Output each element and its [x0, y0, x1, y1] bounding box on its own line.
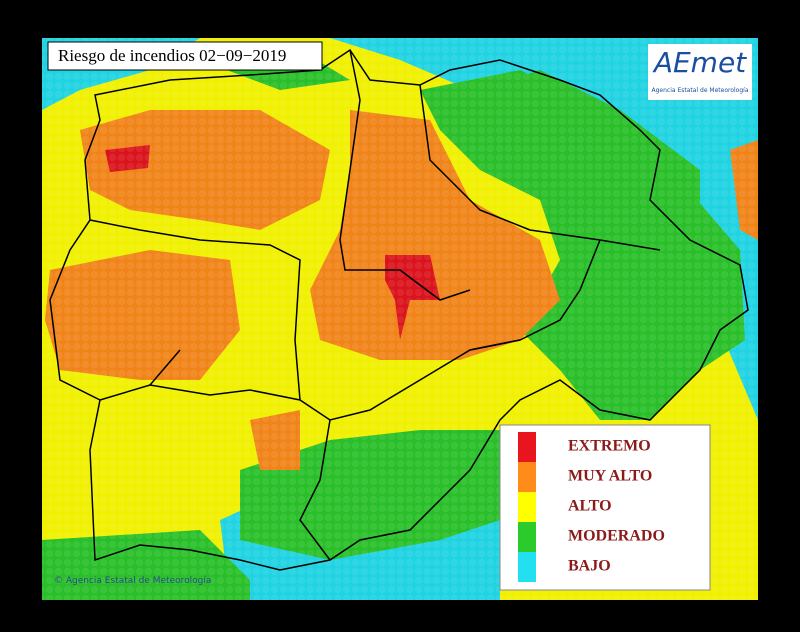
logo-text: AEmet — [652, 46, 747, 79]
province-borders — [49, 48, 749, 571]
logo-box — [648, 44, 752, 100]
legend-swatch — [518, 492, 536, 522]
title-box — [47, 41, 323, 71]
logo-subtitle: Agencia Estatal de Meteorología — [652, 87, 749, 94]
legend: EXTREMO MUY ALTO ALTO MODERADO BAJO — [499, 424, 711, 591]
legend-label: ALTO — [568, 498, 612, 515]
copyright: © Agencia Estatal de Meteorología — [54, 576, 211, 586]
legend-label: MODERADO — [568, 528, 665, 545]
legend-swatch — [518, 432, 536, 462]
legend-label: MUY ALTO — [568, 468, 652, 485]
map-title: Riesgo de incendios 02−09−2019 — [58, 46, 286, 65]
risk-map — [42, 38, 758, 600]
legend-swatch — [518, 522, 536, 552]
legend-swatch — [518, 552, 536, 582]
legend-swatch — [518, 462, 536, 492]
legend-label: EXTREMO — [568, 438, 651, 455]
legend-label: BAJO — [568, 558, 611, 575]
